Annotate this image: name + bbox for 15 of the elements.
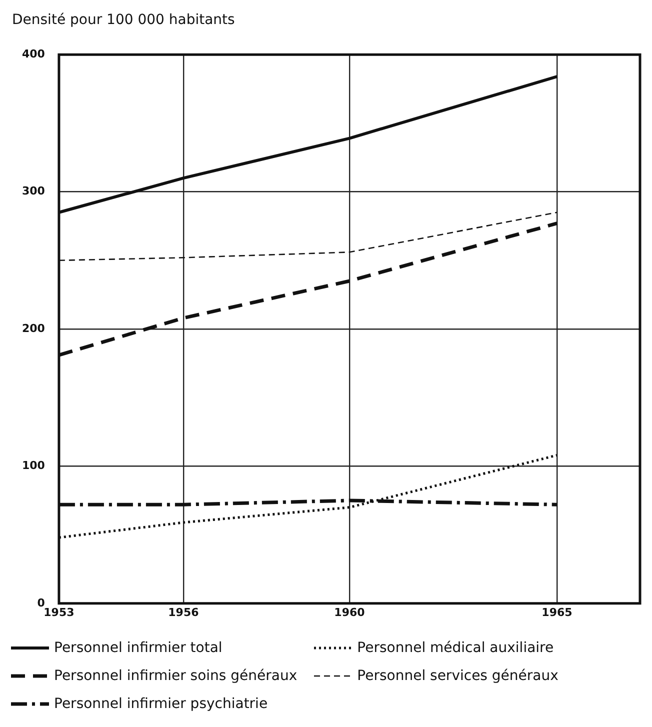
y-tick-label: 300 <box>22 184 46 198</box>
legend-label: Personnel infirmier psychiatrie <box>54 696 268 712</box>
x-tick-label: 1953 <box>44 606 74 619</box>
x-tick-label: 1956 <box>168 606 200 619</box>
y-tick-label: 0 <box>37 596 46 610</box>
x-tick-label: 1965 <box>542 606 572 619</box>
legend-label: Personnel infirmier total <box>54 640 222 656</box>
legend-label: Personnel infirmier soins généraux <box>54 668 298 684</box>
legend-label: Personnel services généraux <box>357 668 558 684</box>
y-axis-title: Densité pour 100 000 habitants <box>11 11 236 30</box>
x-tick-label: 1960 <box>334 606 366 619</box>
y-tick-label: 400 <box>22 47 46 60</box>
legend-label: Personnel médical auxiliaire <box>357 640 554 656</box>
y-tick-label: 100 <box>22 459 46 472</box>
y-tick-label: 200 <box>22 322 46 335</box>
